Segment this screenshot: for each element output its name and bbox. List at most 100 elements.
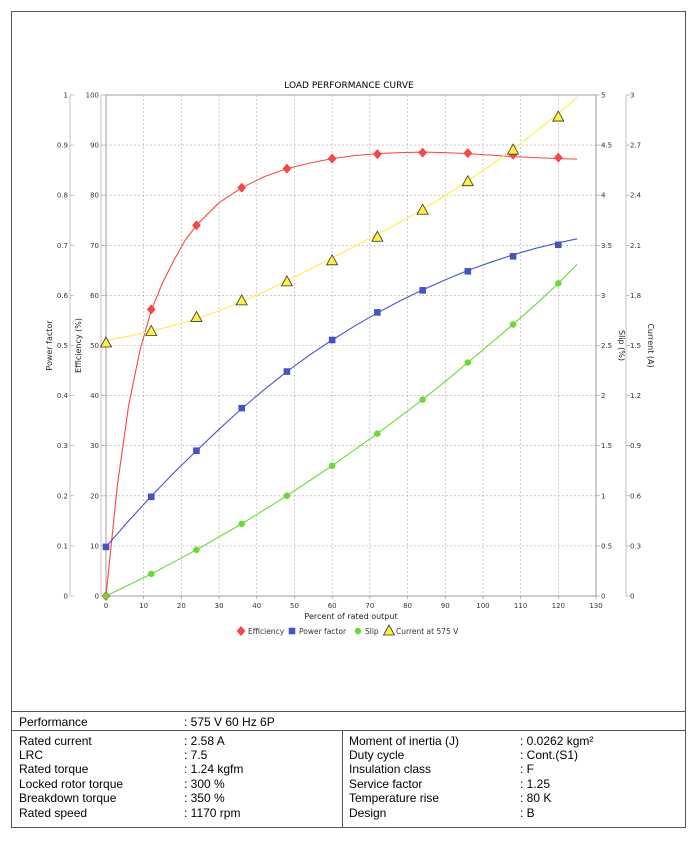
x-tick-label: 100	[476, 602, 489, 610]
slip-legend-label: Slip	[365, 627, 379, 636]
current-at-575-v-point	[145, 324, 158, 336]
spec-value: : 0.0262 kgm²	[520, 734, 594, 748]
current-at-575-v-point	[190, 310, 203, 322]
x-axis-label: Percent of rated output	[304, 612, 397, 621]
slip-tick-label: 2.5	[601, 342, 612, 350]
efficiency-point	[327, 153, 337, 164]
x-tick-label: 70	[365, 602, 374, 610]
current-at-575-v-point	[99, 336, 113, 348]
slip-point	[283, 492, 291, 499]
slip-tick-label: 3	[601, 292, 605, 300]
spec-row: Service factor : 1.25	[343, 776, 685, 791]
efficiency-point	[418, 147, 427, 158]
power-factor-tick-label: 0	[64, 593, 68, 601]
slip-point	[464, 359, 472, 366]
chart-legend: Efficiency Power factor Slip Current at 575…	[236, 624, 459, 636]
efficiency-point	[373, 149, 382, 160]
slip-legend-marker	[354, 627, 362, 635]
current-tick-label: 2.4	[630, 192, 642, 200]
current-at-575-v-point	[325, 254, 339, 266]
x-tick-label: 0	[104, 602, 108, 610]
x-tick-label: 60	[328, 602, 337, 610]
spec-row: Locked rotor torque : 300 %	[12, 776, 342, 791]
power-factor-tick-label: 0.8	[57, 192, 68, 200]
slip-tick-label: 2	[601, 392, 605, 400]
efficiency-tick-label: 40	[90, 392, 99, 400]
spec-value: : B	[520, 806, 535, 820]
performance-value: : 575 V 60 Hz 6P	[184, 715, 275, 729]
current-at-575-v-point	[552, 110, 565, 122]
power-factor-tick-label: 0.3	[57, 442, 68, 450]
slip-tick-label: 4.5	[601, 142, 612, 150]
power-factor-point	[147, 493, 155, 501]
efficiency-point	[237, 182, 247, 193]
efficiency-axis-label: Efficiency (%)	[74, 318, 83, 373]
spec-row: LRC : 7.5	[12, 747, 342, 762]
efficiency-tick-label: 100	[86, 92, 99, 100]
power-factor-point	[555, 241, 562, 249]
chart-curves	[105, 97, 578, 597]
spec-label: Rated torque	[19, 762, 89, 776]
spec-row: Insulation class : F	[343, 761, 685, 776]
spec-value: : 7.5	[184, 748, 208, 762]
efficiency-point	[192, 220, 201, 231]
performance-label: Performance	[19, 715, 88, 729]
current-tick-label: 3	[630, 92, 634, 100]
current-at-575-v-curve	[105, 97, 578, 342]
x-tick-label: 30	[215, 602, 224, 610]
slip-curve	[105, 263, 578, 597]
slip-tick-label: 5	[601, 92, 605, 100]
current-tick-label: 2.1	[630, 242, 641, 250]
current-at-575-v-point	[371, 230, 384, 242]
efficiency-point	[282, 163, 292, 174]
power-factor-point	[102, 543, 110, 551]
current-at-575-v-legend-marker	[382, 624, 396, 636]
spec-label: Insulation class	[349, 762, 432, 776]
current-tick-label: 0.6	[630, 492, 642, 500]
power-factor-tick-label: 0.4	[57, 392, 69, 400]
power-factor-axis-label: Power factor	[45, 320, 54, 371]
power-factor-tick-label: 0.6	[57, 292, 69, 300]
efficiency-tick-label: 60	[90, 292, 99, 300]
spec-label: Rated current	[19, 734, 92, 748]
spec-label: Locked rotor torque	[19, 777, 124, 791]
slip-tick-label: 0.5	[601, 542, 612, 550]
spec-label: Rated speed	[19, 806, 88, 820]
x-tick-label: 120	[552, 602, 565, 610]
power-factor-point	[464, 268, 472, 275]
power-factor-tick-label: 0.1	[57, 542, 68, 550]
power-factor-legend-marker	[288, 627, 296, 635]
spec-column-left: Rated current : 2.58 A LRC : 7.5 Rated t…	[12, 731, 343, 828]
slip-tick-label: 0	[601, 593, 605, 601]
current-tick-label: 0.9	[630, 442, 641, 450]
spec-value: : Cont.(S1)	[520, 748, 579, 762]
slip-tick-label: 1	[601, 492, 605, 500]
slip-tick-label: 1.5	[601, 442, 612, 450]
slip-point	[148, 570, 155, 578]
spec-value: : 2.58 A	[184, 734, 225, 748]
spec-value: : 80 K	[520, 791, 552, 805]
spec-value: : 350 %	[184, 791, 225, 805]
efficiency-tick-label: 50	[90, 342, 99, 350]
x-tick-label: 130	[589, 602, 602, 610]
current-axis-label: Current (A)	[646, 323, 655, 367]
current-tick-label: 2.7	[630, 142, 641, 150]
current-at-575-v-point	[280, 275, 294, 287]
specifications-table: Performance : 575 V 60 Hz 6P Rated curre…	[12, 711, 685, 828]
x-tick-label: 10	[139, 602, 148, 610]
efficiency-tick-label: 90	[90, 142, 99, 150]
spec-row: Rated torque : 1.24 kgfm	[12, 761, 342, 776]
page-frame	[11, 11, 686, 828]
efficiency-curve	[105, 151, 578, 597]
slip-point	[102, 592, 110, 600]
current-tick-label: 0	[630, 593, 634, 601]
slip-point	[555, 280, 562, 287]
slip-point	[509, 321, 517, 328]
spec-value: : F	[520, 762, 534, 776]
performance-row: Performance : 575 V 60 Hz 6P	[12, 712, 685, 731]
efficiency-tick-label: 30	[90, 442, 99, 450]
current-at-575-v-point	[506, 143, 520, 155]
power-factor-point	[328, 336, 336, 344]
slip-tick-label: 4	[601, 192, 606, 200]
spec-value: : 300 %	[184, 777, 225, 791]
